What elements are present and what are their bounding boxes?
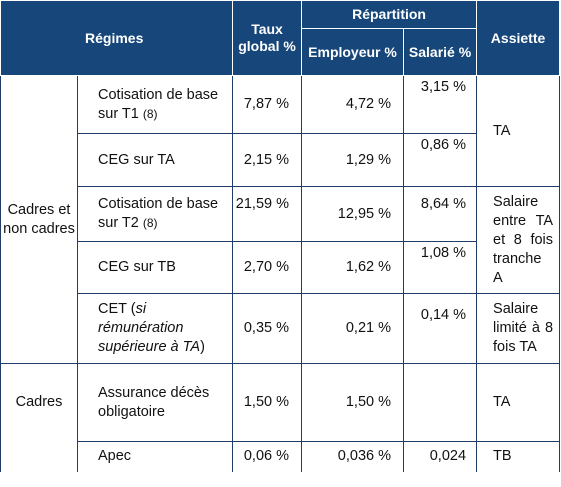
cell-salarie-apec: 0,024 (403, 441, 478, 472)
header-salarie: Salarié % (403, 28, 478, 76)
row-label-cet-prefix: CET ( (98, 301, 136, 317)
row-note-t1: (8) (142, 106, 158, 121)
cell-employeur-ceg-tb: 1,62 % (301, 241, 405, 294)
cell-taux-apec: 0,06 % (232, 441, 303, 472)
header-assiette: Assiette (476, 0, 561, 76)
cell-taux-ceg-ta: 2,15 % (232, 133, 303, 187)
group-cadres-non-cadres: Cadres et non cadres (0, 75, 78, 364)
header-regimes: Régimes (0, 0, 234, 76)
cell-employeur-cet: 0,21 % (301, 293, 405, 364)
cell-employeur-apec: 0,036 % (301, 441, 405, 472)
cell-assiette-ta: TA (476, 75, 561, 187)
cell-salarie-deces (403, 363, 478, 442)
cell-salarie-t1: 3,15 % (403, 75, 478, 134)
cell-employeur-ceg-ta: 1,29 % (301, 133, 405, 187)
row-label-deces: Assurance décès obligatoire (76, 363, 234, 442)
cell-taux-t1: 7,87 % (232, 75, 303, 134)
row-label-ceg-ta: CEG sur TA (76, 133, 234, 187)
cell-salarie-cet: 0,14 % (403, 293, 478, 364)
cotisations-table: Régimes Taux global % Répartition Assiet… (0, 0, 561, 472)
row-label-cet-suffix: ) (200, 339, 205, 355)
group-cadres: Cadres (0, 363, 78, 472)
cell-salarie-t2: 8,64 % (403, 186, 478, 242)
cell-taux-deces: 1,50 % (232, 363, 303, 442)
cell-taux-ceg-tb: 2,70 % (232, 241, 303, 294)
row-label-t2-text: Cotisation de base sur T2 (98, 196, 219, 231)
header-employeur: Employeur % (301, 28, 405, 76)
cell-taux-t2: 21,59 % (232, 186, 303, 242)
cell-employeur-t1: 4,72 % (301, 75, 405, 134)
row-label-apec: Apec (76, 441, 234, 472)
cell-salarie-ceg-tb: 1,08 % (403, 241, 478, 294)
cell-employeur-deces: 1,50 % (301, 363, 405, 442)
cell-salarie-ceg-ta: 0,86 % (403, 133, 478, 187)
cell-taux-cet: 0,35 % (232, 293, 303, 364)
cell-assiette-t2: Salaire entre TA et 8 fois tranche A (476, 186, 561, 294)
header-repartition: Répartition (301, 0, 478, 29)
cell-employeur-t2: 12,95 % (301, 186, 405, 242)
cell-assiette-cet: Salaire limité à 8 fois TA (476, 293, 561, 364)
row-label-t2: Cotisation de base sur T2 (8) (76, 186, 234, 242)
row-label-ceg-tb: CEG sur TB (76, 241, 234, 294)
cell-assiette-apec: TB (476, 441, 561, 472)
row-note-t2: (8) (142, 216, 158, 230)
header-taux-global: Taux global % (232, 0, 303, 76)
row-label-cet-italic: si rémunération supérieure à TA (98, 301, 201, 355)
cell-assiette-deces: TA (476, 363, 561, 442)
row-label-t1-text: Cotisation de base sur T1 (98, 86, 219, 122)
row-label-cet: CET (si rémunération supérieure à TA) (76, 293, 234, 364)
row-label-t1: Cotisation de base sur T1 (8) (76, 75, 234, 134)
